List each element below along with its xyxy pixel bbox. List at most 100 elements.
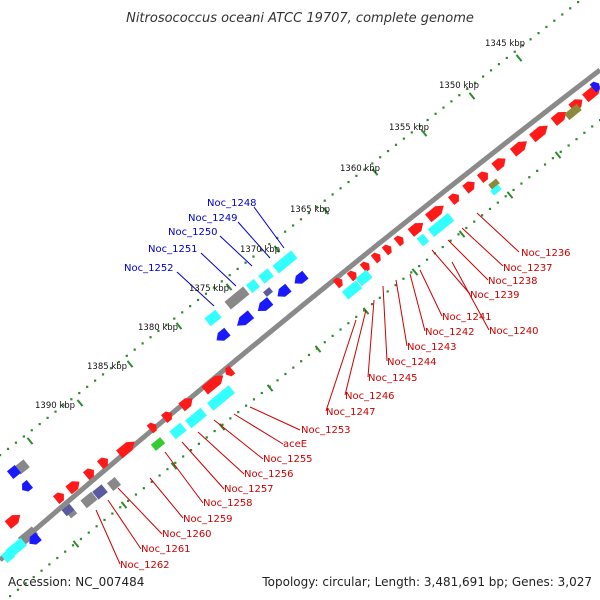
red-gene-labels-lower: Noc_1253 aceE Noc_1255 Noc_1256 Noc_1257… (120, 425, 351, 571)
gene-label[interactable]: Noc_1246 (345, 391, 395, 402)
scale-dot (276, 379, 279, 382)
scale-dot (165, 323, 168, 326)
scale-dot (157, 329, 160, 333)
cyan-gene-feature (185, 407, 207, 429)
gene-label[interactable]: Noc_1261 (141, 544, 191, 555)
gene-label[interactable]: Noc_1244 (387, 357, 437, 368)
scale-tick (515, 54, 523, 62)
scale-dot (142, 487, 145, 490)
gene-label[interactable]: Noc_1251 (148, 244, 198, 255)
gene-label[interactable]: Noc_1256 (244, 469, 294, 480)
gene-label[interactable]: Noc_1247 (326, 407, 376, 418)
red-gene-feature-shape (332, 277, 343, 289)
gene-label[interactable]: Noc_1238 (488, 276, 538, 287)
cyan-gene-feature-shape (416, 233, 430, 247)
red-gene-feature-shape (407, 222, 424, 237)
scale-dot (450, 100, 453, 103)
cyan-gene-feature-shape (185, 407, 207, 429)
scale-dot (370, 303, 374, 306)
gene-label[interactable]: Noc_1260 (162, 529, 212, 540)
grey-gene-feature-shape (106, 476, 122, 492)
gene-features (0, 81, 600, 564)
scale-dot (378, 296, 381, 299)
scale-dot (62, 404, 65, 407)
gene-label[interactable]: Noc_1250 (168, 227, 218, 238)
gene-label[interactable]: Noc_1248 (207, 198, 257, 209)
gene-label[interactable]: Noc_1245 (368, 373, 418, 384)
leader-line (461, 227, 504, 267)
scale-dot (196, 298, 200, 302)
cyan-gene-feature (272, 250, 298, 274)
scale-tick (314, 345, 322, 353)
leader-line (197, 431, 245, 475)
accession-text: Accession: NC_007484 (8, 575, 144, 589)
blue-gene-labels: Noc_1248 Noc_1249 Noc_1250 Noc_1251 Noc_… (124, 198, 257, 274)
red-gene-feature-shape (346, 270, 357, 282)
red-gene-feature-shape (491, 158, 506, 172)
red-gene-feature (332, 277, 343, 289)
scale-dot (425, 258, 429, 261)
scale-dot (14, 441, 18, 444)
gene-label[interactable]: Noc_1243 (407, 342, 457, 353)
scale-dot (583, 131, 586, 134)
scale-dot (559, 150, 562, 153)
scale-dot (9, 595, 12, 598)
scale-dot (16, 588, 20, 591)
leader-line (117, 487, 163, 535)
cyan-gene-feature (258, 268, 274, 284)
gene-label[interactable]: Noc_1257 (224, 484, 274, 495)
kbp-label: 1375 kbp (189, 284, 229, 294)
scale-tick (554, 151, 562, 159)
scale-dot (158, 474, 161, 477)
gene-label[interactable]: Noc_1252 (124, 263, 174, 274)
red-gene-feature (82, 468, 94, 481)
scale-dot (221, 423, 224, 426)
gene-label[interactable]: Noc_1249 (188, 213, 238, 224)
leader-line (200, 252, 237, 287)
red-gene-feature (359, 261, 370, 273)
gene-label[interactable]: Noc_1253 (301, 425, 351, 436)
scale-dot (134, 493, 138, 496)
scale-dot (125, 354, 128, 357)
scale-dot (300, 360, 303, 363)
scale-tick (371, 168, 379, 176)
scale-dot (371, 162, 374, 165)
blue-gene-feature-shape (6, 464, 22, 480)
grey-gene-feature (224, 286, 250, 310)
scale-dot (0, 454, 2, 457)
navy-gene-feature-shape (92, 484, 108, 500)
gene-label[interactable]: Noc_1259 (183, 514, 233, 525)
gene-label[interactable]: Noc_1240 (489, 326, 539, 337)
scale-dot (40, 569, 43, 572)
scale-dot (331, 334, 334, 337)
scale-dot (504, 195, 507, 198)
gene-label[interactable]: Noc_1262 (120, 560, 170, 571)
scale-dot (488, 207, 492, 211)
scale-dot (577, 1, 580, 4)
red-gene-feature (393, 235, 404, 247)
kbp-label: 1380 kbp (138, 323, 178, 333)
scale-dot (189, 449, 193, 452)
gene-label[interactable]: Noc_1258 (203, 498, 253, 509)
gene-label[interactable]: aceE (283, 439, 307, 450)
red-gene-feature-shape (447, 193, 459, 206)
gene-label[interactable]: Noc_1255 (263, 454, 313, 465)
gene-label[interactable]: Noc_1237 (503, 263, 553, 274)
red-gene-feature (225, 365, 236, 377)
gene-label[interactable]: Noc_1236 (521, 248, 571, 259)
leader-line (219, 235, 253, 267)
gene-label[interactable]: Noc_1241 (442, 312, 492, 323)
scale-dot (220, 280, 223, 283)
cyan-gene-feature (355, 269, 373, 287)
scale-dot (86, 385, 89, 388)
kbp-label: 1390 kbp (35, 401, 75, 411)
gene-label[interactable]: Noc_1242 (425, 327, 475, 338)
scale-dot (347, 180, 350, 184)
scale-dot (410, 131, 413, 134)
leader-line (447, 239, 489, 281)
gene-label[interactable]: Noc_1239 (470, 290, 520, 301)
blue-gene-feature (257, 297, 274, 312)
scale-dot (119, 506, 122, 509)
leader-line (181, 441, 225, 490)
